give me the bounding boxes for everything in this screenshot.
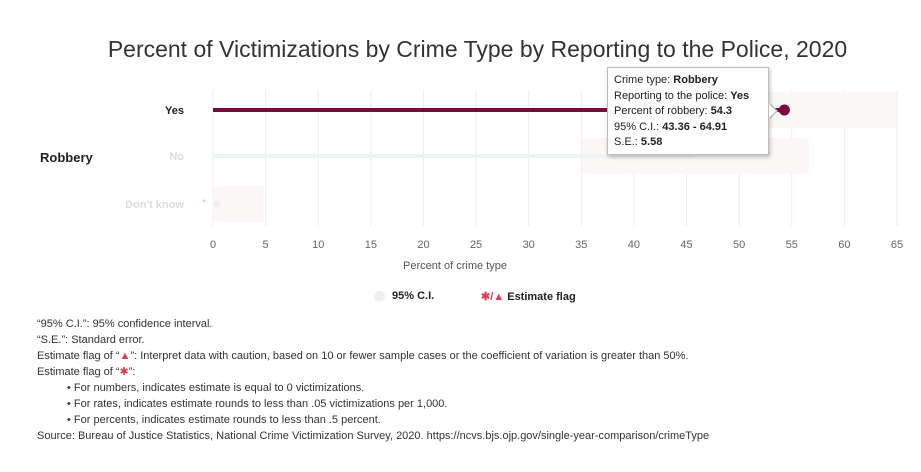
legend-flag-label: Estimate flag — [504, 291, 576, 303]
footnotes: “95% C.I.”: 95% confidence interval. “S.… — [37, 316, 709, 444]
category-label: Robbery — [40, 150, 94, 165]
tooltip-line-se: S.E.: 5.58 — [614, 136, 663, 148]
x-tick-label: 60 — [838, 239, 850, 251]
estimate-flag-icon: * — [202, 196, 207, 210]
value-point — [213, 200, 221, 208]
x-tick-label: 10 — [312, 239, 324, 251]
x-tick-label: 45 — [680, 239, 692, 251]
note-bullet-percents: • For percents, indicates estimate round… — [67, 414, 381, 426]
legend-ci-label: 95% C.I. — [392, 290, 435, 302]
tooltip-line-ci: 95% C.I.: 43.36 - 64.91 — [614, 120, 728, 133]
legend-item-ci[interactable]: 95% C.I. — [374, 290, 434, 302]
note-bullet-numbers: • For numbers, indicates estimate is equ… — [67, 382, 365, 394]
x-tick-label: 40 — [628, 239, 640, 251]
x-tick-label: 35 — [575, 239, 587, 251]
x-tick-label: 55 — [786, 239, 798, 251]
x-tick-label: 25 — [470, 239, 482, 251]
x-tick-label: 65 — [891, 239, 903, 251]
x-tick-label: 30 — [523, 239, 535, 251]
note-ci: “95% C.I.”: 95% confidence interval. — [37, 318, 213, 330]
row-label: Yes — [165, 105, 184, 117]
note-source: Source: Bureau of Justice Statistics, Na… — [37, 430, 710, 442]
tooltip-line-percent: Percent of robbery: 54.3 — [614, 105, 733, 117]
x-axis-title: Percent of crime type — [403, 260, 507, 272]
ci-legend-swatch — [374, 290, 385, 302]
triangle-icon: ▲ — [119, 350, 131, 362]
note-triangle-flag: Estimate flag of “▲”: Interpret data wit… — [37, 350, 689, 362]
note-star-flag: Estimate flag of “✱”: — [37, 366, 136, 378]
value-point — [778, 104, 790, 116]
note-se: “S.E.”: Standard error. — [37, 334, 145, 346]
row-label: No — [169, 151, 184, 163]
row-label: Don't know — [125, 199, 184, 211]
ci-band — [213, 186, 264, 222]
star-icon: ✱ — [119, 366, 129, 378]
legend-item-flag[interactable]: ✱/▲ Estimate flag — [481, 290, 576, 303]
x-tick-label: 5 — [263, 239, 269, 251]
note-bullet-rates: • For rates, indicates estimate rounds t… — [67, 398, 448, 410]
tooltip-line-reporting: Reporting to the police: Yes — [614, 89, 750, 102]
flag-legend-icon: ✱/▲ — [481, 291, 505, 303]
tooltip-line-crime-type: Crime type: Robbery — [614, 74, 718, 86]
tooltip-arrow — [769, 104, 776, 118]
x-tick-label: 0 — [210, 239, 216, 251]
x-tick-label: 20 — [417, 239, 429, 251]
tooltip: Crime type: Robbery Reporting to the pol… — [607, 67, 769, 155]
chart-title: Percent of Victimizations by Crime Type … — [107, 36, 848, 62]
x-tick-label: 50 — [733, 239, 745, 251]
x-tick-label: 15 — [365, 239, 377, 251]
